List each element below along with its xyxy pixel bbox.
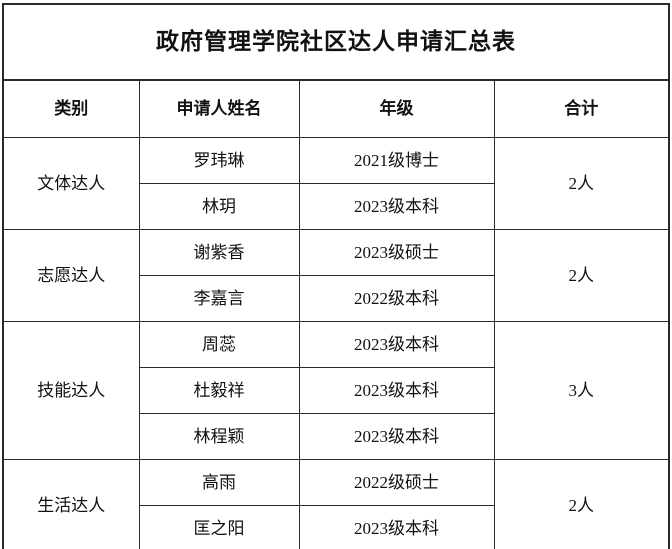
grade-cell: 2023级本科: [298, 505, 495, 549]
table-row: 匡之阳 2023级本科: [3, 505, 669, 549]
table-row: 生活达人 高雨 2022级硕士 2人: [2, 459, 670, 549]
applicant-name-cell: 林程颖: [138, 413, 300, 460]
grade-cell: 2023级本科: [298, 413, 495, 460]
grade-cell: 2022级硕士: [298, 459, 495, 506]
total-cell: 3人: [493, 321, 670, 460]
applicant-name-cell: 杜毅祥: [138, 367, 300, 414]
total-cell: 2人: [493, 137, 670, 230]
applicant-name-cell: 罗玮琳: [138, 137, 300, 184]
category-cell-sports-arts: 文体达人: [2, 137, 140, 230]
header-row: 类别 申请人姓名 年级 合计: [2, 79, 670, 138]
total-cell: 2人: [493, 229, 670, 322]
category-cell-skill: 技能达人: [2, 321, 140, 460]
table-row: 志愿达人 谢紫香 2023级硕士 2人: [2, 229, 670, 322]
grade-cell: 2023级本科: [298, 183, 495, 230]
grade-cell: 2021级博士: [298, 137, 495, 184]
applicant-name-cell: 高雨: [138, 459, 300, 506]
table-row: 林玥 2023级本科: [3, 183, 669, 230]
column-header-total: 合计: [493, 79, 670, 138]
table-row: 林程颖 2023级本科: [3, 413, 669, 460]
table-row: 杜毅祥 2023级本科: [3, 367, 669, 414]
grade-cell: 2023级本科: [298, 367, 495, 414]
category-cell-volunteer: 志愿达人: [2, 229, 140, 322]
grade-cell: 2023级硕士: [298, 229, 495, 276]
column-header-category: 类别: [2, 79, 140, 138]
grade-cell: 2022级本科: [298, 275, 495, 322]
applicant-name-cell: 林玥: [138, 183, 300, 230]
table-row: 李嘉言 2022级本科: [3, 275, 669, 322]
table-row: 文体达人 罗玮琳 2021级博士 2人: [2, 137, 670, 230]
table-row: 技能达人 周蕊 2023级本科 3人: [2, 321, 670, 460]
applicant-name-cell: 李嘉言: [138, 275, 300, 322]
applicant-name-cell: 谢紫香: [138, 229, 300, 276]
column-header-applicant-name: 申请人姓名: [138, 79, 300, 138]
column-header-grade: 年级: [298, 79, 495, 138]
category-cell-life: 生活达人: [2, 459, 140, 549]
title-row: 政府管理学院社区达人申请汇总表: [2, 3, 670, 81]
total-cell: 2人: [493, 459, 670, 549]
applicant-name-cell: 匡之阳: [138, 505, 300, 549]
talent-summary-table: 政府管理学院社区达人申请汇总表 类别 申请人姓名 年级 合计 文体达人 罗玮琳 …: [2, 3, 670, 549]
table-title: 政府管理学院社区达人申请汇总表: [2, 3, 670, 81]
applicant-name-cell: 周蕊: [138, 321, 300, 368]
grade-cell: 2023级本科: [298, 321, 495, 368]
